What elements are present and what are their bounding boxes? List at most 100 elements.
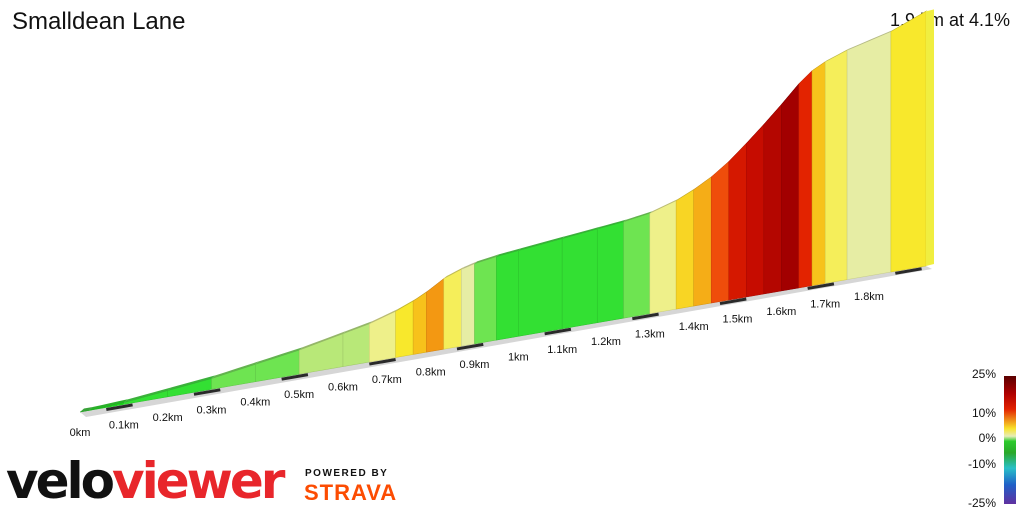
profile-slice (426, 278, 445, 353)
profile-surface (711, 159, 731, 177)
profile-surface (623, 211, 653, 222)
ground-marker (632, 312, 659, 321)
profile-slice (623, 212, 651, 319)
x-tick-label: 1.1km (547, 344, 577, 356)
profile-surface (299, 330, 347, 351)
profile-slice (412, 291, 427, 355)
profile-surface (649, 198, 679, 214)
x-tick-label: 1.4km (679, 321, 709, 333)
x-tick-label: 0.6km (328, 382, 358, 394)
profile-slice (890, 10, 927, 273)
x-tick-label: 1.3km (635, 329, 665, 341)
ground-marker (719, 297, 747, 306)
profile-slice (710, 160, 729, 304)
profile-slice (781, 83, 800, 292)
profile-slice (561, 228, 598, 330)
x-tick-label: 0.3km (197, 404, 227, 416)
profile-surface (123, 387, 172, 403)
profile-surface (693, 175, 714, 190)
x-tick-label: 0km (70, 427, 91, 439)
profile-surface (461, 261, 478, 270)
profile-surface (798, 69, 814, 84)
x-tick-label: 0.8km (416, 366, 446, 378)
ground-strip (80, 266, 932, 417)
profile-surface (518, 236, 565, 251)
legend-tick-25: 25% (971, 367, 996, 381)
profile-surface (474, 254, 500, 264)
profile-surface (496, 248, 522, 257)
profile-slice (846, 31, 892, 280)
profile-surface (395, 298, 417, 312)
x-tick-label: 0.7km (372, 374, 402, 386)
profile-surface (847, 30, 893, 51)
x-tick-label: 1km (508, 351, 529, 363)
legend-tick-minus-10: -10% (967, 457, 996, 471)
profile-surface (812, 60, 828, 71)
x-tick-label: 0.5km (284, 389, 314, 401)
legend-tick-10: 10% (971, 406, 996, 420)
strava-logo[interactable]: STRAVA (304, 480, 398, 505)
profile-slice (518, 238, 563, 337)
x-tick-label: 0.4km (240, 397, 270, 409)
profile-surface (343, 321, 373, 334)
ground-marker (456, 342, 484, 351)
legend-tick-0: 0% (978, 431, 996, 445)
x-tick-label: 0.2km (153, 412, 183, 424)
x-tick-label: 0.1km (109, 419, 139, 431)
ground-marker (544, 327, 572, 336)
profile-surface (597, 219, 627, 230)
profile-slice (798, 70, 813, 289)
profile-surface (890, 9, 928, 32)
ground-marker (807, 282, 835, 290)
x-tick-label: 1.7km (810, 298, 840, 310)
profile-slice (763, 103, 782, 295)
profile-surface (88, 399, 128, 411)
profile-surface (781, 81, 801, 105)
profile-end-cap (926, 9, 934, 267)
profile-slice (342, 323, 370, 367)
profile-surface (167, 375, 216, 391)
profile-slice (474, 256, 497, 345)
profile-slice (496, 250, 519, 341)
ground-marker (895, 267, 922, 275)
x-tick-label: 1.6km (766, 306, 796, 318)
powered-by-label: POWERED BY (305, 468, 389, 479)
profile-surface (676, 187, 696, 201)
profile-slice (255, 349, 300, 383)
profile-slice (746, 123, 765, 298)
profile-surface (728, 141, 749, 162)
veloviewer-logo[interactable]: veloviewer (6, 452, 285, 510)
gradient-legend: 25% 10% 0% -10% -25% (954, 367, 1024, 512)
profile-surface (426, 275, 447, 293)
profile-surface (746, 122, 766, 144)
profile-surface (369, 308, 399, 324)
profile-slice (369, 310, 396, 363)
profile-slice (824, 49, 848, 284)
profile-slice (811, 61, 826, 286)
profile-surface (562, 226, 600, 239)
profile-surface (255, 347, 303, 365)
ground-marker (106, 403, 133, 411)
profile-slice (675, 189, 694, 310)
x-tick-label: 1.8km (854, 291, 884, 303)
profile-slice (443, 268, 462, 350)
profile-surface (825, 48, 849, 62)
legend-tick-minus-25: -25% (967, 496, 996, 510)
ground-marker (369, 358, 396, 366)
profile-slice (728, 142, 747, 301)
profile-surface (443, 266, 465, 279)
profile-slice (596, 221, 624, 324)
profile-slice (461, 263, 475, 347)
ground-marker (281, 373, 309, 381)
profile-surface (211, 361, 259, 379)
profile-slice (693, 176, 712, 307)
profile-surface (80, 406, 93, 412)
profile-slice (649, 200, 677, 314)
ground-marker (193, 388, 221, 396)
profile-surface (413, 289, 430, 302)
x-tick-label: 1.2km (591, 336, 621, 348)
profile-surface (763, 102, 784, 125)
gradient-color-scale (1004, 376, 1016, 504)
segment-title: Smalldean Lane (12, 8, 186, 35)
x-tick-label: 1.5km (723, 314, 753, 326)
